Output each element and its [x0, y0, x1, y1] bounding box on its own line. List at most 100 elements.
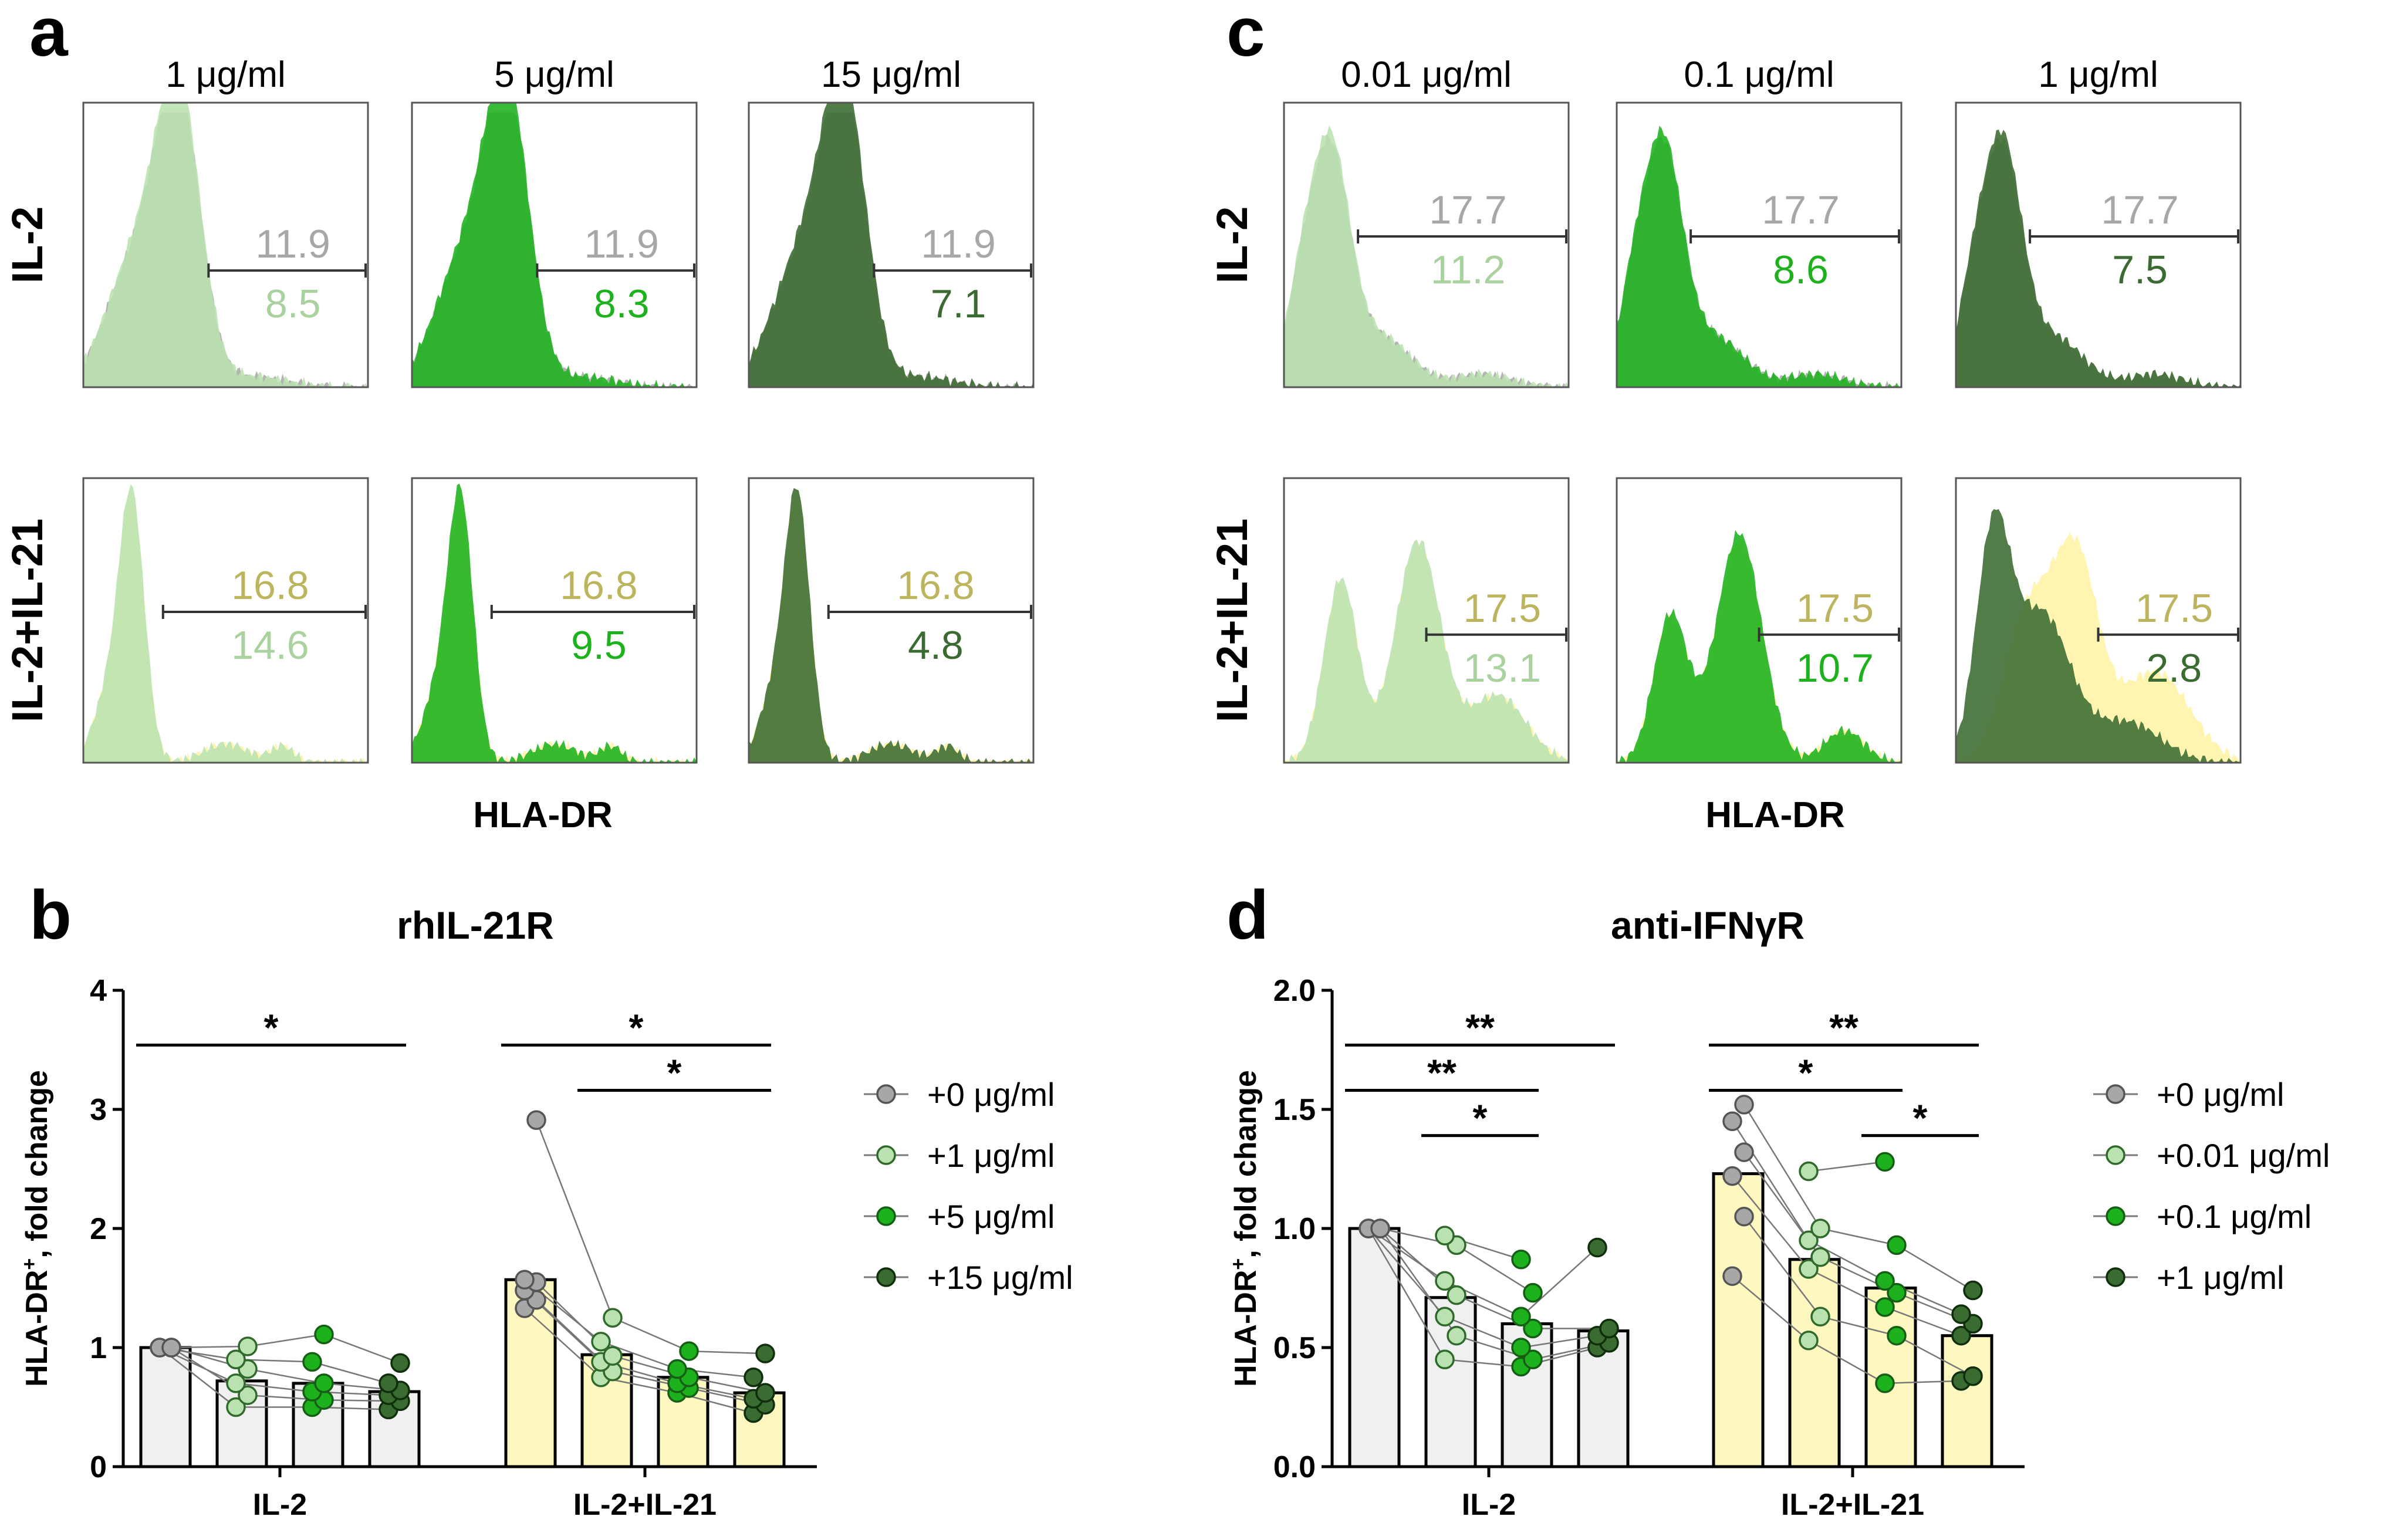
pair-line [171, 1345, 248, 1349]
pair-line [1732, 1175, 1809, 1270]
row-label: IL-2 [1208, 207, 1256, 284]
bar [1788, 1258, 1841, 1468]
row-label: IL-2+IL-21 [3, 519, 52, 723]
histogram-frame [1955, 101, 2242, 388]
treated-histogram [749, 103, 1033, 387]
significance-label: * [264, 1006, 279, 1048]
significance-label: * [1473, 1097, 1488, 1139]
data-point [1799, 1161, 1819, 1182]
pair-line [688, 1350, 766, 1355]
data-point [526, 1110, 546, 1131]
significance-label: ** [1427, 1052, 1457, 1094]
pair-line [1520, 1335, 1598, 1349]
gate-value-control: 17.7 [2101, 188, 2178, 232]
data-point [1963, 1366, 1983, 1386]
data-point [1875, 1271, 1895, 1291]
data-point [1887, 1235, 1907, 1255]
bar [139, 1346, 192, 1468]
histogram: 17.7 7.5 [1955, 101, 2242, 388]
histogram: 11.9 8.3 [411, 101, 698, 388]
panel-letter-a: a [29, 0, 69, 71]
histogram-frame [1616, 101, 1903, 388]
data-point [515, 1270, 535, 1290]
pair-line [1456, 1244, 1533, 1294]
gate-value-control: 16.8 [231, 563, 309, 608]
histogram: 17.5 2.8 [1955, 477, 2242, 764]
y-tick-label: 1.5 [1273, 1093, 1316, 1127]
row-label: IL-2 [3, 207, 52, 284]
data-point [238, 1336, 258, 1356]
data-point [1734, 1206, 1754, 1227]
legend-marker [876, 1084, 896, 1104]
pair-line [1368, 1228, 1445, 1318]
data-point [1447, 1285, 1466, 1305]
y-tick-label: 2.0 [1273, 974, 1316, 1008]
gate-value-control: 17.7 [1429, 188, 1506, 232]
treated-histogram [412, 103, 697, 387]
bar [1348, 1227, 1401, 1468]
data-point [161, 1338, 181, 1358]
data-point [1523, 1282, 1543, 1303]
panel-a: a 1 μg/ml 5 μg/ml 15 μg/ml IL-2 IL-2+IL-21 HLA… [3, 0, 1035, 835]
histogram-frame [748, 101, 1035, 388]
legend-label: +0 μg/ml [927, 1076, 1055, 1113]
pair-line [1808, 1268, 1885, 1308]
pair-line [1896, 1335, 1974, 1377]
gate-value-treated: 11.2 [1431, 248, 1505, 292]
legend-marker [2106, 1267, 2126, 1287]
gate-value-control: 11.9 [256, 222, 330, 266]
histogram-frame [411, 101, 698, 388]
histogram: 16.8 14.6 [82, 477, 369, 764]
y-tick-label: 4 [90, 974, 107, 1008]
legend-marker [2106, 1145, 2126, 1165]
histogram-panels: a 1 μg/ml 5 μg/ml 15 μg/ml IL-2 IL-2+IL-21 HLA… [3, 0, 2242, 835]
data-point [302, 1352, 322, 1372]
legend-label: +1 μg/ml [2157, 1259, 2284, 1296]
y-tick-label: 0 [90, 1450, 107, 1484]
data-point [1875, 1152, 1895, 1172]
summary-charts: b rhIL-21R HLA-DR+, fold change 0 1 2 3 4 IL-2 IL… [18, 876, 2330, 1522]
pair-line [1896, 1244, 1974, 1291]
gate-value-treated: 8.6 [1773, 248, 1829, 292]
column-header: 15 μg/ml [821, 55, 961, 95]
gate-value-treated: 7.1 [931, 282, 986, 326]
legend-label: +0 μg/ml [2157, 1076, 2284, 1113]
bar [1941, 1334, 1993, 1468]
y-tick-label: 1.0 [1273, 1212, 1316, 1246]
treated-histogram [83, 103, 368, 387]
legend-label: +0.01 μg/ml [2157, 1137, 2330, 1174]
data-point [1810, 1247, 1830, 1267]
significance-label: * [629, 1006, 644, 1048]
pair-line [247, 1333, 325, 1348]
data-point [1722, 1111, 1742, 1132]
pair-line [1444, 1316, 1522, 1349]
treated-histogram [1284, 126, 1569, 387]
data-point [1435, 1349, 1455, 1370]
legend-marker [2106, 1084, 2126, 1104]
gate-value-treated: 9.5 [571, 623, 627, 668]
gate-value-control: 11.9 [921, 222, 996, 266]
gate-value-control: 17.5 [2135, 586, 2213, 631]
chart-title: anti-IFNγR [1611, 903, 1805, 947]
pair-line [1743, 1216, 1821, 1317]
data-point [1799, 1331, 1819, 1351]
significance-label: * [1913, 1097, 1928, 1139]
data-point [1447, 1325, 1466, 1346]
pair-line [1444, 1359, 1522, 1368]
legend-label: +15 μg/ml [927, 1259, 1073, 1296]
group-label: IL-2+IL-21 [573, 1488, 717, 1522]
legend-label: +1 μg/ml [927, 1137, 1055, 1174]
gate-value-control: 16.8 [897, 563, 974, 608]
data-point [314, 1324, 334, 1345]
data-point [1722, 1266, 1742, 1286]
gate-value-treated: 13.1 [1464, 646, 1541, 691]
pair-line [1884, 1380, 1962, 1385]
histogram-frame [82, 101, 369, 388]
pair-line [159, 1347, 236, 1408]
histogram: 17.7 8.6 [1616, 101, 1903, 388]
significance-label: * [667, 1052, 682, 1094]
legend-marker [876, 1145, 896, 1165]
data-point [1951, 1304, 1971, 1324]
data-point [238, 1385, 258, 1405]
pair-line [1884, 1306, 1962, 1336]
